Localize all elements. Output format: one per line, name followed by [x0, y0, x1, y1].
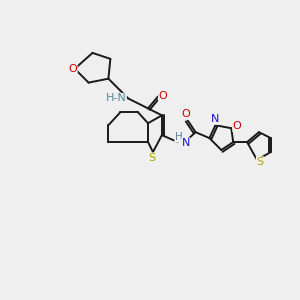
Text: H: H: [175, 132, 183, 142]
Text: O: O: [181, 109, 190, 119]
Text: O: O: [158, 91, 167, 100]
Text: N: N: [211, 114, 220, 124]
Text: S: S: [256, 157, 263, 167]
Text: O: O: [233, 121, 242, 131]
Text: O: O: [68, 64, 77, 74]
Text: N: N: [182, 138, 190, 148]
Text: S: S: [148, 153, 155, 163]
Text: H-N: H-N: [106, 94, 126, 103]
